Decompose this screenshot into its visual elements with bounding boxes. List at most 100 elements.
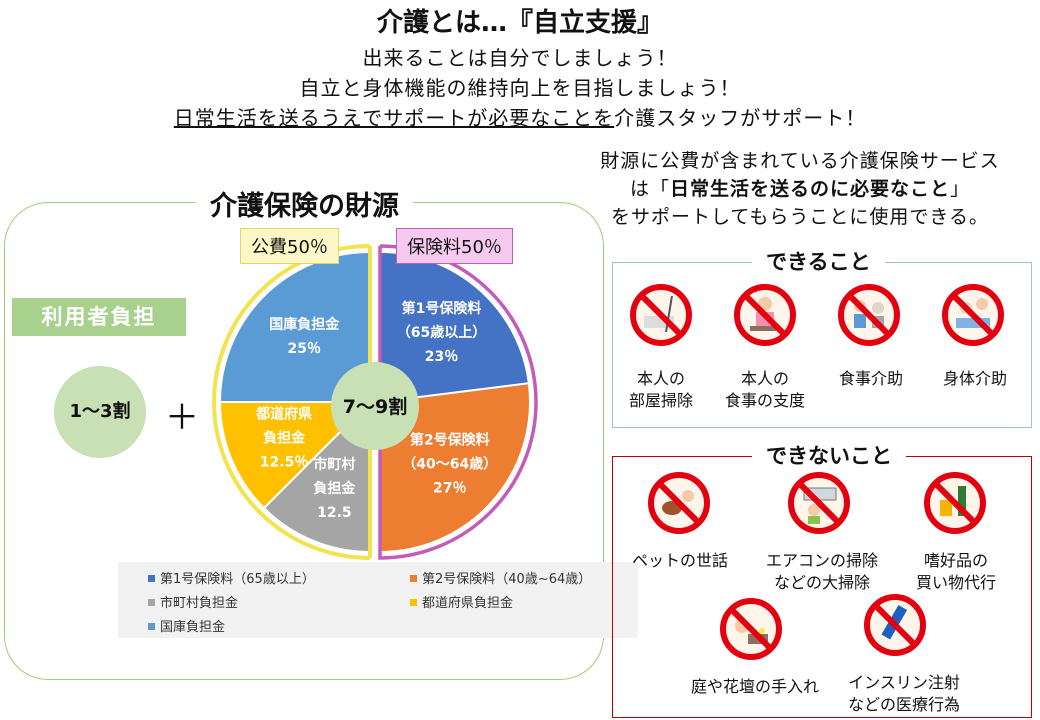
cannot-do-title: できないこと <box>752 440 906 470</box>
legend-item: 第2号保険料（40歳~64歳） <box>410 568 591 587</box>
cannot-item-aircon-cleaning <box>786 470 852 540</box>
legend-swatch <box>148 575 155 582</box>
legend-swatch <box>410 599 417 606</box>
insulin-injection-icon <box>864 594 926 656</box>
caption-line: エアコンの掃除 <box>765 551 878 570</box>
pie-slice-label: 都道府県 <box>255 406 312 423</box>
caption-line: 庭や花壇の手入れ <box>690 677 819 696</box>
public-funds-tag: 公費50％ <box>240 228 339 264</box>
can-item-body-care <box>940 282 1006 352</box>
funding-pie-chart: 第1号保険料（65歳以上）23％第2号保険料（40～64歳）27％市町村負担金1… <box>212 244 538 560</box>
legend-label: 国庫負担金 <box>160 620 226 635</box>
pie-slice-label: 27％ <box>433 481 466 497</box>
pie-slice <box>218 250 371 403</box>
pie-slice-label: （40～64歳） <box>402 456 497 473</box>
insurance-funds-tag: 保険料50％ <box>396 228 513 264</box>
note-line-2-bold: 日常生活を送るのに必要なこと <box>669 178 950 200</box>
luxury-goods-icon <box>924 472 986 534</box>
pie-slice-label: 12.5％ <box>260 455 309 471</box>
caption-line: 食事の支度 <box>724 391 805 410</box>
caption-line: 本人の <box>636 369 685 388</box>
legend-label: 都道府県負担金 <box>422 596 514 611</box>
legend-label: 第2号保険料（40歳~64歳） <box>422 572 592 587</box>
pie-slice-label: 12.5 <box>317 505 352 521</box>
pie-slice-label: 第1号保険料 <box>402 300 482 317</box>
insurance-bracket <box>378 244 538 560</box>
page-title: 介護とは…『自立支援』 <box>376 8 663 38</box>
caption-line: インスリン注射 <box>848 673 960 692</box>
can-caption-meal-assist: 食事介助 <box>826 368 916 390</box>
cannot-item-gardening <box>718 596 784 666</box>
intro-line-2: 自立と身体機能の維持向上を目指しましょう！ <box>299 76 741 100</box>
caption-line: などの医療行為 <box>847 695 960 714</box>
cannot-caption-pet-care: ペットの世話 <box>624 550 736 572</box>
pie-slice-label: 市町村 <box>313 456 355 473</box>
insurance-share-circle <box>331 362 419 450</box>
legend-item: 国庫負担金 <box>148 616 225 635</box>
cannot-caption-insulin-injection: インスリン注射 などの医療行為 <box>834 672 974 716</box>
can-do-title: できること <box>752 246 885 276</box>
intro-line-3: 日常生活を送るうえでサポートが必要なことを介護スタッフがサポート！ <box>0 102 1040 131</box>
pie-slice-label: 23％ <box>425 349 458 365</box>
caption-line: 本人の <box>740 369 789 388</box>
caption-line: 身体介助 <box>942 369 1007 388</box>
chart-legend: 第1号保険料（65歳以上） 第2号保険料（40歳~64歳） 市町村負担金 都道府… <box>118 562 638 638</box>
intro-line-1: 出来ることは自分でしましょう！ <box>362 46 678 70</box>
pie-slice-label: （65歳以上） <box>397 324 486 341</box>
cannot-caption-gardening: 庭や花壇の手入れ <box>680 676 830 698</box>
pie-slice <box>379 382 531 554</box>
insurance-share-text: 7〜9割 <box>343 395 407 418</box>
cannot-caption-aircon-cleaning: エアコンの掃除 などの大掃除 <box>758 550 886 594</box>
pie-slice-label: 負担金 <box>313 480 356 497</box>
pie-slice-label: 負担金 <box>263 430 306 447</box>
can-item-meal-prep <box>732 282 798 352</box>
cannot-item-insulin-injection <box>862 592 928 662</box>
caption-line: 食事介助 <box>838 369 903 388</box>
intro-line-3-rest: 介護スタッフがサポート！ <box>614 106 867 130</box>
caption-line: 部屋掃除 <box>628 391 693 410</box>
legend-label: 第1号保険料（65歳以上） <box>160 572 315 587</box>
note-line-3: をサポートしてもらうことに使用できる。 <box>610 206 990 228</box>
can-caption-meal-prep: 本人の 食事の支度 <box>712 368 818 412</box>
body-care-icon <box>942 284 1004 346</box>
user-share-circle: 1〜3割 <box>54 366 146 458</box>
plus-sign: ＋ <box>165 398 199 438</box>
legend-swatch <box>148 623 155 630</box>
pie-slice-label: 国庫負担金 <box>269 316 340 333</box>
note-line-2-pre: は「 <box>629 178 670 200</box>
user-burden-label: 利用者負担 <box>12 298 186 336</box>
aircon-cleaning-icon <box>788 472 850 534</box>
can-item-meal-assist <box>836 282 902 352</box>
note-line-2: は「日常生活を送るのに必要なこと」 <box>560 174 1040 201</box>
cannot-caption-luxury-goods: 嗜好品の 買い物代行 <box>904 550 1008 594</box>
pie-slice <box>218 401 373 510</box>
legend-item: 市町村負担金 <box>148 592 238 611</box>
legend-swatch <box>410 575 417 582</box>
can-caption-body-care: 身体介助 <box>930 368 1020 390</box>
meal-prep-icon <box>734 284 796 346</box>
cannot-item-pet-care <box>646 470 712 540</box>
cannot-item-luxury-goods <box>922 470 988 540</box>
room-cleaning-icon <box>630 284 692 346</box>
can-caption-room-cleaning: 本人の 部屋掃除 <box>616 368 706 412</box>
caption-line: 買い物代行 <box>915 573 996 592</box>
meal-assist-icon <box>838 284 900 346</box>
caption-line: などの大掃除 <box>773 573 870 592</box>
intro-line-3-underlined: 日常生活を送るうえでサポートが必要なことを <box>173 106 615 130</box>
finance-title: 介護保険の財源 <box>196 184 413 223</box>
pie-slice-label: 25％ <box>287 341 320 357</box>
note-line-1: 財源に公費が含まれている介護保険サービス <box>600 150 1000 172</box>
pie-slices <box>218 250 531 554</box>
pie-labels: 第1号保険料（65歳以上）23％第2号保険料（40～64歳）27％市町村負担金1… <box>255 300 497 521</box>
pet-care-icon <box>648 472 710 534</box>
pie-slice-label: 第2号保険料 <box>410 432 490 449</box>
caption-line: ペットの世話 <box>631 551 728 570</box>
can-item-room-cleaning <box>628 282 694 352</box>
legend-item: 都道府県負担金 <box>410 592 513 611</box>
caption-line: 嗜好品の <box>923 551 988 570</box>
legend-swatch <box>148 599 155 606</box>
gardening-icon <box>720 598 782 660</box>
legend-item: 第1号保険料（65歳以上） <box>148 568 315 587</box>
legend-label: 市町村負担金 <box>160 596 239 611</box>
note-line-2-post: 」 <box>950 178 971 200</box>
